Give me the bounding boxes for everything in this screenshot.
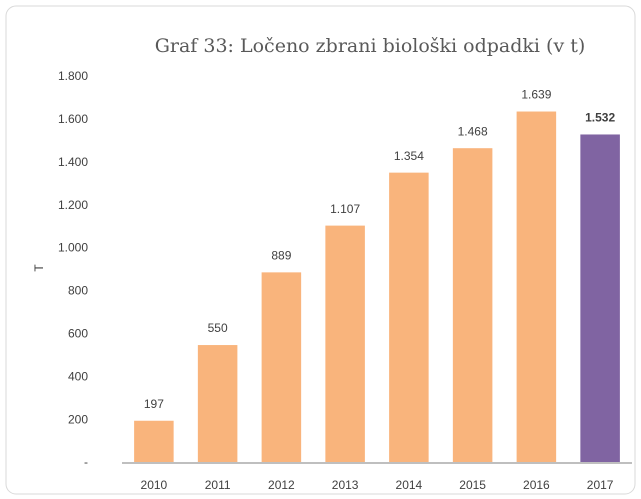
y-tick-label: 1.200	[58, 198, 88, 212]
bar	[516, 111, 557, 463]
data-label: 889	[271, 249, 291, 263]
x-tick-label: 2011	[205, 478, 231, 492]
y-tick-label: -	[84, 455, 88, 469]
y-tick-label: 400	[68, 369, 88, 383]
x-tick-label: 2012	[268, 478, 295, 492]
data-label: 197	[144, 397, 164, 411]
y-tick-label: 600	[68, 327, 88, 341]
y-tick-label: 1.800	[58, 69, 88, 83]
data-label: 1.354	[394, 149, 424, 163]
data-label: 1.107	[330, 202, 360, 216]
bar	[134, 420, 174, 463]
bar	[452, 148, 493, 463]
data-label: 1.639	[521, 88, 551, 102]
y-tick-label: 1.000	[58, 241, 88, 255]
data-label: 550	[208, 321, 228, 335]
x-tick-label: 2016	[523, 478, 550, 492]
y-axis-label: T	[32, 264, 46, 272]
y-tick-label: 200	[68, 412, 88, 426]
chart-title: Graf 33: Ločeno zbrani biološki odpadki …	[155, 35, 586, 57]
bar	[389, 172, 429, 464]
x-tick-label: 2015	[459, 478, 486, 492]
bar	[197, 345, 238, 463]
bar	[580, 134, 620, 463]
bar	[325, 225, 365, 463]
y-tick-label: 1.600	[58, 112, 88, 126]
bar	[261, 272, 302, 463]
x-tick-label: 2010	[141, 478, 168, 492]
x-tick-label: 2017	[587, 478, 614, 492]
y-tick-label: 800	[68, 284, 88, 298]
x-tick-label: 2014	[396, 478, 423, 492]
x-tick-label: 2013	[332, 478, 359, 492]
data-label: 1.532	[585, 111, 615, 125]
y-tick-label: 1.400	[58, 155, 88, 169]
data-label: 1.468	[458, 124, 488, 138]
